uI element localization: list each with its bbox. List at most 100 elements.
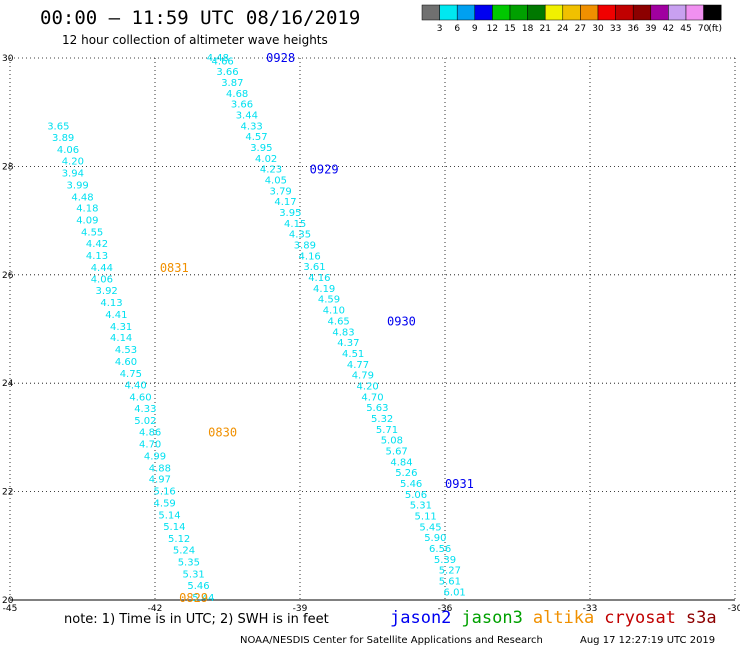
swh-data-point: 5.90 [424, 533, 446, 544]
swh-data-point: 4.06 [57, 145, 79, 156]
color-scale-swatch [580, 4, 599, 21]
swh-data-point: 5.44 [192, 593, 214, 604]
swh-data-point: 5.26 [395, 468, 417, 479]
swh-data-point: 5.61 [439, 577, 461, 588]
color-scale-label: 45 [680, 24, 691, 34]
swh-data-point: 4.53 [115, 345, 137, 356]
x-tick-label: -36 [438, 604, 453, 614]
color-scale-swatch [492, 4, 511, 21]
swh-data-point: 4.20 [62, 157, 84, 168]
pass-time-label: 0929 [310, 163, 339, 177]
color-scale-label: 12 [487, 24, 498, 34]
legend-s3a: s3a [685, 608, 717, 628]
swh-data-point: 4.05 [265, 175, 287, 186]
color-scale-swatch [527, 4, 546, 21]
color-scale-label: 6 [454, 24, 460, 34]
swh-data-point: 3.95 [250, 143, 272, 154]
color-scale-swatch [632, 4, 652, 21]
swh-data-point: 4.06 [91, 275, 113, 286]
swh-data-point: 5.39 [434, 555, 456, 566]
color-scale-label: 70 [698, 24, 710, 34]
color-scale-label: 42 [663, 24, 674, 34]
swh-data-point: 3.87 [221, 78, 243, 89]
generated-timestamp: Aug 17 12:27:19 UTC 2019 [580, 635, 716, 646]
swh-data-point: 5.31 [183, 570, 205, 581]
swh-data-point: 4.70 [361, 392, 383, 403]
chart-title: 00:00 – 11:59 UTC 08/16/2019 [40, 7, 361, 29]
swh-data-point: 3.95 [279, 208, 301, 219]
color-scale-swatch [597, 4, 616, 21]
y-tick-label: 22 [2, 488, 13, 498]
y-tick-label: 26 [2, 271, 14, 281]
x-tick-label: -33 [583, 604, 598, 614]
swh-data-point: 4.60 [129, 392, 151, 403]
swh-data-point: 3.66 [231, 100, 253, 111]
color-scale-label: 21 [539, 24, 550, 34]
swh-data-point: 5.02 [134, 416, 156, 427]
legend-altika: altika [532, 608, 595, 628]
swh-data-point: 5.16 [154, 487, 176, 498]
pass-time-label: 0931 [445, 477, 474, 491]
swh-data-point: 5.06 [405, 490, 427, 501]
swh-data-point: 4.84 [390, 457, 412, 468]
pass-time-label: 0930 [387, 314, 416, 328]
swh-data-point: 4.66 [212, 56, 234, 67]
swh-data-point: 5.14 [158, 510, 180, 521]
swh-data-point: 6.56 [429, 544, 451, 555]
swh-data-point: 5.24 [173, 546, 195, 557]
y-tick-label: 20 [2, 596, 14, 606]
swh-data-point: 3.89 [52, 133, 74, 144]
swh-data-point: 4.16 [299, 251, 321, 262]
swh-data-point: 4.41 [105, 310, 127, 321]
pass-time-label: 0829 [179, 591, 208, 605]
swh-data-point: 4.88 [149, 463, 171, 474]
swh-data-point: 4.09 [76, 216, 98, 227]
x-tick-label: -30 [728, 604, 740, 614]
swh-data-point: 4.10 [323, 306, 345, 317]
swh-data-point: 4.18 [76, 204, 98, 215]
swh-data-point: 4.77 [347, 360, 369, 371]
swh-data-point: 5.46 [400, 479, 422, 490]
swh-data-point: 4.33 [134, 404, 156, 415]
color-scale-swatch [456, 4, 476, 21]
swh-data-point: 5.35 [178, 558, 200, 569]
swh-data-point: 5.63 [366, 403, 388, 414]
legend-jason3: jason3 [461, 608, 523, 628]
swh-data-point: 4.16 [308, 273, 330, 284]
swh-data-point: 6.01 [444, 587, 466, 598]
satellite-legend: jason2 jason3 altika cryosat s3a [390, 608, 727, 628]
swh-data-point: 4.15 [284, 219, 306, 230]
color-scale-label: 30 [592, 24, 604, 34]
swh-data-point: 4.48 [207, 53, 229, 64]
color-scale-swatch [562, 4, 581, 21]
swh-data-point: 5.45 [419, 522, 441, 533]
swh-data-point: 4.75 [120, 369, 142, 380]
swh-data-point: 3.66 [216, 67, 238, 78]
swh-data-point: 3.89 [294, 241, 316, 252]
pass-time-label: 0831 [160, 261, 189, 275]
swh-data-point: 4.59 [318, 295, 340, 306]
swh-data-point: 4.40 [125, 380, 147, 391]
swh-data-point: 4.59 [154, 499, 176, 510]
swh-data-point: 3.99 [67, 180, 89, 191]
swh-data-point: 4.83 [332, 327, 354, 338]
color-scale-label: 27 [575, 24, 586, 34]
color-scale-swatch [421, 4, 440, 21]
swh-data-point: 4.70 [139, 439, 161, 450]
swh-data-point: 4.79 [352, 371, 374, 382]
swh-data-point: 4.86 [139, 428, 161, 439]
swh-data-point: 4.20 [357, 381, 379, 392]
color-scale-label: 39 [645, 24, 657, 34]
swh-data-point: 3.44 [236, 110, 258, 121]
color-scale-label: 18 [522, 24, 534, 34]
color-scale-label: 3 [437, 24, 443, 34]
color-scale-unit: (ft) [708, 24, 722, 34]
chart-subtitle: 12 hour collection of altimeter wave hei… [62, 33, 328, 47]
swh-data-point: 4.55 [81, 228, 103, 239]
legend-jason2: jason2 [390, 608, 452, 628]
color-scale-swatch [703, 4, 722, 21]
swh-data-point: 3.61 [303, 262, 325, 273]
swh-data-point: 5.71 [376, 425, 398, 436]
swh-data-point: 4.13 [100, 298, 122, 309]
color-scale-swatch [509, 4, 528, 21]
